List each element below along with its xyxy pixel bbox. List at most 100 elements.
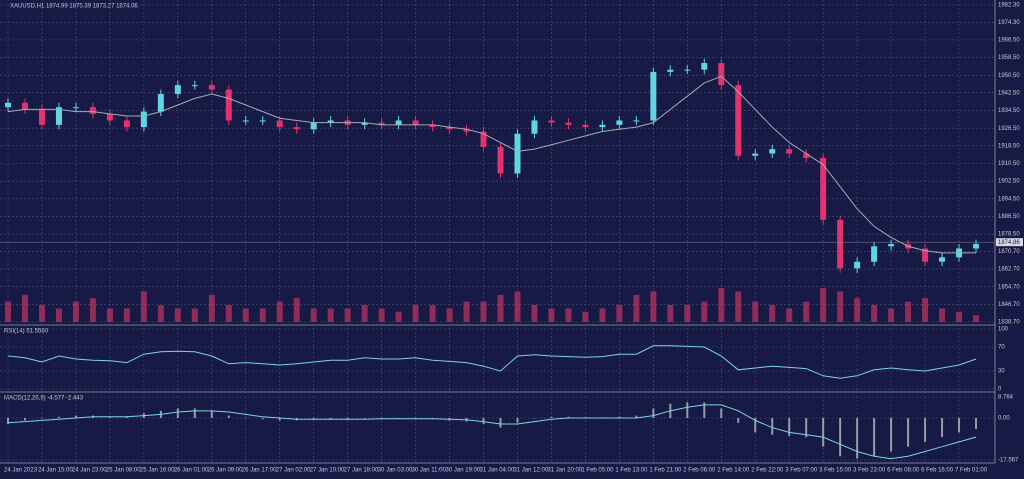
candle-body <box>446 127 453 130</box>
macd-bar <box>278 418 281 421</box>
volume-bar <box>888 308 895 322</box>
price-label-box <box>996 238 1023 247</box>
candle-body <box>191 85 198 87</box>
y-tick-label: 70 <box>998 345 1005 351</box>
candle-body <box>89 107 96 114</box>
x-tick-label: 7 Feb 01:00 <box>955 468 988 474</box>
y-tick-label: 1886.50 <box>998 214 1020 220</box>
macd-bar <box>822 418 825 447</box>
volume-bar <box>565 308 572 322</box>
candle-body <box>412 120 419 125</box>
candle-body <box>5 102 11 108</box>
macd-bar <box>703 402 706 419</box>
y-tick-label: 1854.70 <box>998 284 1020 290</box>
candle-body <box>803 153 810 158</box>
volume-bar <box>208 294 215 322</box>
y-tick-label: 1966.50 <box>998 37 1020 43</box>
chart-title: XAUUSD,H1 1874.99 1875.39 1873.27 1874.0… <box>10 4 138 10</box>
macd-bar <box>890 418 893 452</box>
y-tick-label: 1958.50 <box>998 55 1020 61</box>
volume-bar <box>752 301 759 322</box>
candle-body <box>973 244 980 249</box>
macd-bar <box>907 418 910 447</box>
macd-bar <box>788 418 791 436</box>
x-tick-label: 31 Jan 12:00 <box>513 468 548 474</box>
x-tick-label: 2 Feb 14:00 <box>717 468 750 474</box>
y-tick-label: 1950.50 <box>998 73 1020 79</box>
volume-bar <box>395 311 402 322</box>
x-tick-label: 27 Jan 02:00 <box>276 468 311 474</box>
y-tick-label: 1902.50 <box>998 179 1020 185</box>
macd-bar <box>550 416 553 419</box>
macd-bar <box>873 418 876 457</box>
candle-body <box>327 120 334 123</box>
candle-body <box>293 127 300 130</box>
volume-bar <box>803 301 810 322</box>
x-tick-label: 1 Feb 05:00 <box>581 468 614 474</box>
volume-bar <box>191 308 198 322</box>
candle-body <box>21 102 28 110</box>
macd-bar <box>686 402 689 419</box>
volume-bar <box>599 308 606 322</box>
volume-bar <box>361 305 368 322</box>
volume-bar <box>21 294 28 322</box>
volume-bar <box>157 305 164 322</box>
macd-bar <box>210 410 213 419</box>
macd-bar <box>720 408 723 419</box>
x-tick-label: 1 Feb 13:00 <box>615 468 648 474</box>
candle-body <box>531 120 538 134</box>
x-tick-label: 25 Jan 08:00 <box>106 468 141 474</box>
macd-bar <box>975 418 978 429</box>
candle-body <box>140 111 147 128</box>
volume-bar <box>412 305 419 322</box>
volume-bar <box>769 305 776 322</box>
candle-body <box>684 69 691 71</box>
volume-bar <box>718 288 725 322</box>
macd-bar <box>805 418 808 438</box>
x-tick-label: 24 Jan 15:00 <box>38 468 73 474</box>
candle-body <box>854 261 861 269</box>
macd-signal-line <box>7 404 977 460</box>
volume-bar <box>344 308 351 322</box>
y-tick-label: 1910.50 <box>998 161 1020 167</box>
volume-bar <box>735 291 742 322</box>
y-tick-label: 1918.50 <box>998 143 1020 149</box>
volume-bar <box>293 298 300 322</box>
volume-bar <box>922 298 929 322</box>
x-tick-label: 31 Jan 20:00 <box>547 468 582 474</box>
volume-bar <box>956 311 963 322</box>
volume-bar <box>38 305 45 322</box>
macd-bar <box>771 418 774 435</box>
macd-bar <box>567 416 570 419</box>
volume-bar <box>446 308 453 322</box>
candle-body <box>565 122 572 125</box>
macd-bar <box>346 418 349 420</box>
x-tick-label: 24 Jan 23:00 <box>72 468 107 474</box>
x-tick-label: 1 Feb 21:00 <box>649 468 682 474</box>
macd-bar <box>23 418 26 421</box>
volume-bar <box>276 301 283 322</box>
y-tick-label: 1838.70 <box>998 320 1020 326</box>
macd-bar <box>74 415 77 419</box>
candle-body <box>276 120 283 128</box>
volume-bar <box>701 301 708 322</box>
volume-bar <box>548 308 555 322</box>
candle-body <box>242 120 249 122</box>
volume-bar <box>531 305 538 322</box>
macd-bar <box>312 418 315 420</box>
candle-body <box>616 120 623 125</box>
volume-bar <box>5 301 11 322</box>
candle-body <box>888 244 895 247</box>
volume-bar <box>55 308 62 322</box>
macd-bar <box>482 418 485 424</box>
macd-bar <box>108 416 111 419</box>
volume-bar <box>106 308 113 322</box>
candle-body <box>718 63 725 86</box>
macd-title: MACD(12,26,9) -4.577 -2.443 <box>4 396 84 402</box>
macd-bar <box>754 418 757 433</box>
macd-bar <box>516 418 519 423</box>
y-tick-label: 1862.70 <box>998 267 1020 273</box>
macd-bar <box>839 418 842 457</box>
candle-body <box>820 157 827 220</box>
x-tick-label: 31 Jan 04:00 <box>480 468 515 474</box>
